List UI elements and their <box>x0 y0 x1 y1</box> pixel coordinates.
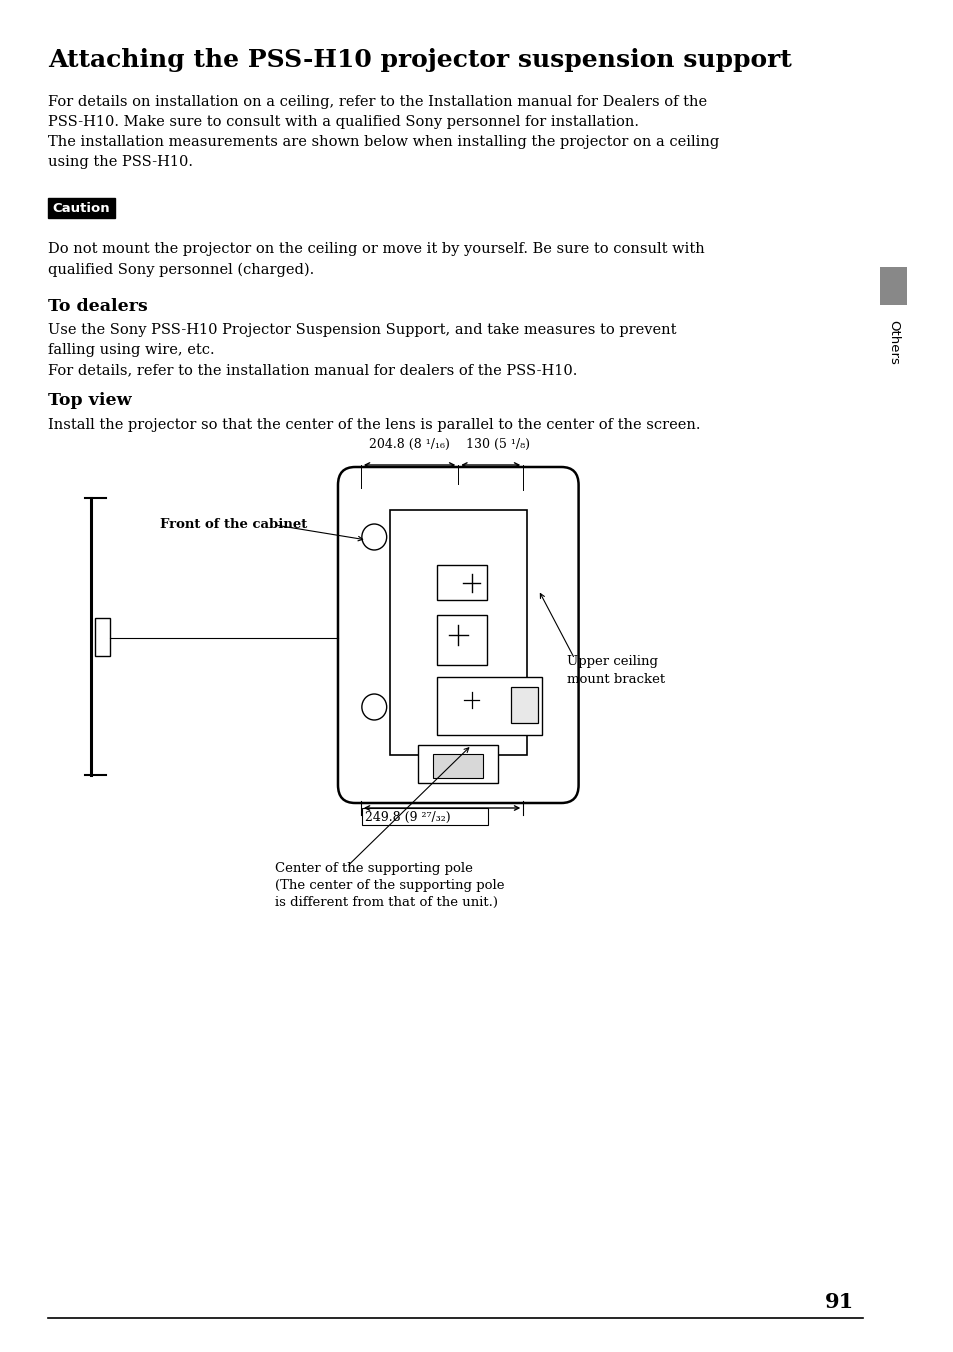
Text: For details on installation on a ceiling, refer to the Installation manual for D: For details on installation on a ceiling… <box>48 95 719 169</box>
Text: Top view: Top view <box>48 392 132 410</box>
Text: Front of the cabinet: Front of the cabinet <box>160 519 307 531</box>
Bar <box>361 808 487 825</box>
Bar <box>417 745 497 783</box>
Text: Use the Sony PSS-H10 Projector Suspension Support, and take measures to prevent
: Use the Sony PSS-H10 Projector Suspensio… <box>48 323 676 377</box>
Bar <box>880 266 906 306</box>
Bar <box>48 197 114 218</box>
Text: 204.8 (8 ¹/₁₆): 204.8 (8 ¹/₁₆) <box>369 438 450 452</box>
Bar <box>436 615 486 665</box>
Bar <box>389 510 526 754</box>
Text: Caution: Caution <box>52 201 110 215</box>
Text: 249.8 (9 ²⁷/₃₂): 249.8 (9 ²⁷/₃₂) <box>364 810 450 823</box>
Bar <box>510 687 537 723</box>
Bar <box>94 618 110 656</box>
Text: To dealers: To dealers <box>48 297 148 315</box>
Text: Attaching the PSS-H10 projector suspension support: Attaching the PSS-H10 projector suspensi… <box>48 49 791 72</box>
Text: Do not mount the projector on the ceiling or move it by yourself. Be sure to con: Do not mount the projector on the ceilin… <box>48 242 703 277</box>
Text: 91: 91 <box>824 1293 854 1311</box>
Bar <box>436 565 486 600</box>
Text: Install the projector so that the center of the lens is parallel to the center o: Install the projector so that the center… <box>48 418 700 433</box>
Bar <box>436 677 541 735</box>
Text: Center of the supporting pole
(The center of the supporting pole
is different fr: Center of the supporting pole (The cente… <box>274 863 504 909</box>
Text: Others: Others <box>886 320 900 365</box>
Bar <box>433 754 482 777</box>
FancyBboxPatch shape <box>337 466 578 803</box>
Text: Upper ceiling
mount bracket: Upper ceiling mount bracket <box>566 654 664 685</box>
Text: 130 (5 ¹/₈): 130 (5 ¹/₈) <box>466 438 530 452</box>
